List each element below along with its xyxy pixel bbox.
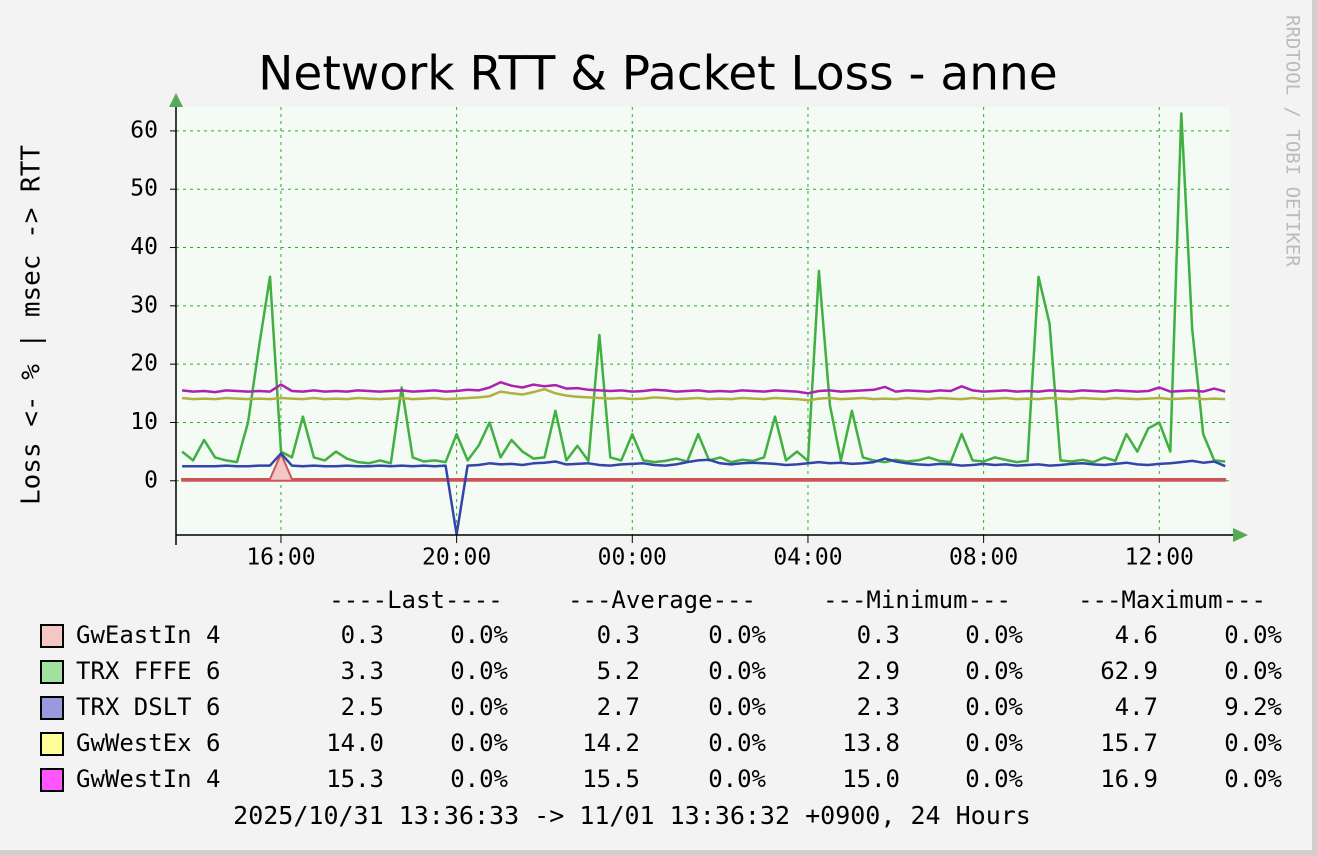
- watermark: RRDTOOL / TOBI OETIKER: [1282, 15, 1304, 267]
- legend-stat: 14.2: [582, 729, 640, 757]
- series-line: [182, 452, 1226, 536]
- x-tick-label: 00:00: [598, 545, 667, 571]
- legend-stat: 4.6: [1115, 621, 1158, 649]
- legend-stat: 0.0%: [708, 693, 766, 721]
- legend-label: TRX FFFE 6: [76, 657, 221, 685]
- y-arrow: [169, 93, 183, 107]
- legend-header: ---Average---: [568, 586, 756, 614]
- legend-stat: 0.0%: [965, 621, 1023, 649]
- legend-swatch: [40, 732, 64, 756]
- y-tick-label: 30: [130, 292, 158, 318]
- legend-stat: 0.0%: [450, 729, 508, 757]
- y-tick-label: 40: [130, 234, 158, 260]
- grid: 0 10 20 30 40 50 60 16:00 20:00 00:00 04:00 08:00 12…: [130, 107, 1230, 571]
- legend-stat: 0.3: [597, 621, 640, 649]
- legend-stat: 0.0%: [450, 693, 508, 721]
- legend-swatch: [40, 768, 64, 792]
- axes: [169, 93, 1248, 545]
- legend-stat: 14.0: [326, 729, 384, 757]
- legend-stat: 0.0%: [1224, 765, 1282, 793]
- legend-stat: 0.3: [857, 621, 900, 649]
- x-tick-label: 20:00: [422, 545, 491, 571]
- chart-title: Network RTT & Packet Loss - anne: [258, 47, 1057, 102]
- y-tick-label: 60: [130, 117, 158, 143]
- legend-stat: 0.0%: [708, 765, 766, 793]
- legend-stat: 15.0: [842, 765, 900, 793]
- plot-area: [176, 107, 1230, 535]
- x-arrow: [1233, 528, 1248, 542]
- legend-swatch: [40, 660, 64, 684]
- legend-stat: 0.0%: [965, 693, 1023, 721]
- legend-stat: 5.2: [597, 657, 640, 685]
- x-tick-label: 12:00: [1125, 545, 1194, 571]
- series-line: [181, 387, 1226, 402]
- legend-stat: 0.0%: [450, 765, 508, 793]
- legend-stat: 4.7: [1115, 693, 1158, 721]
- legend-stat: 2.7: [597, 693, 640, 721]
- legend-stat: 62.9: [1100, 657, 1158, 685]
- legend-stat: 13.8: [842, 729, 900, 757]
- series-line: [181, 380, 1226, 395]
- y-axis-label: Loss <- % | msec -> RTT: [17, 145, 47, 505]
- legend-label: GwEastIn 4: [76, 621, 221, 649]
- y-tick-label: 10: [130, 409, 158, 435]
- legend-stat: 15.5: [582, 765, 640, 793]
- x-tick-label: 16:00: [246, 545, 315, 571]
- legend-stat: 9.2%: [1224, 693, 1282, 721]
- legend-stat: 2.5: [341, 693, 384, 721]
- legend-swatch: [40, 696, 64, 720]
- legend: ----Last---- ---Average--- ---Minimum--- --…: [40, 586, 1283, 793]
- legend-header: ----Last----: [329, 586, 502, 614]
- legend-stat: 0.0%: [1224, 729, 1282, 757]
- y-tick-label: 0: [144, 467, 158, 493]
- legend-stat: 16.9: [1100, 765, 1158, 793]
- legend-stat: 0.0%: [450, 657, 508, 685]
- series-line: [181, 112, 1226, 465]
- legend-label: GwWestEx 6: [76, 729, 221, 757]
- legend-stat: 0.0%: [965, 765, 1023, 793]
- y-tick-label: 50: [130, 176, 158, 202]
- legend-stat: 0.0%: [965, 657, 1023, 685]
- legend-header: ---Minimum---: [823, 586, 1011, 614]
- legend-stat: 0.0%: [1224, 657, 1282, 685]
- legend-stat: 2.3: [857, 693, 900, 721]
- legend-swatch: [40, 624, 64, 648]
- legend-label: GwWestIn 4: [76, 765, 221, 793]
- legend-stat: 0.0%: [708, 657, 766, 685]
- legend-stat: 3.3: [341, 657, 384, 685]
- legend-stat: 2.9: [857, 657, 900, 685]
- legend-stat: 0.0%: [965, 729, 1023, 757]
- legend-header: ---Maximum---: [1078, 586, 1266, 614]
- x-tick-label: 04:00: [773, 545, 842, 571]
- legend-stat: 0.0%: [708, 729, 766, 757]
- legend-stat: 15.3: [326, 765, 384, 793]
- series-group: [181, 112, 1227, 536]
- series-area: [181, 451, 1227, 482]
- x-tick-label: 08:00: [949, 545, 1018, 571]
- footer: 2025/10/31 13:36:33 -> 11/01 13:36:32 +0…: [233, 801, 1031, 830]
- legend-stat: 0.3: [341, 621, 384, 649]
- legend-stat: 15.7: [1100, 729, 1158, 757]
- legend-label: TRX DSLT 6: [76, 693, 221, 721]
- y-tick-label: 20: [130, 351, 158, 377]
- legend-stat: 0.0%: [1224, 621, 1282, 649]
- legend-stat: 0.0%: [450, 621, 508, 649]
- legend-stat: 0.0%: [708, 621, 766, 649]
